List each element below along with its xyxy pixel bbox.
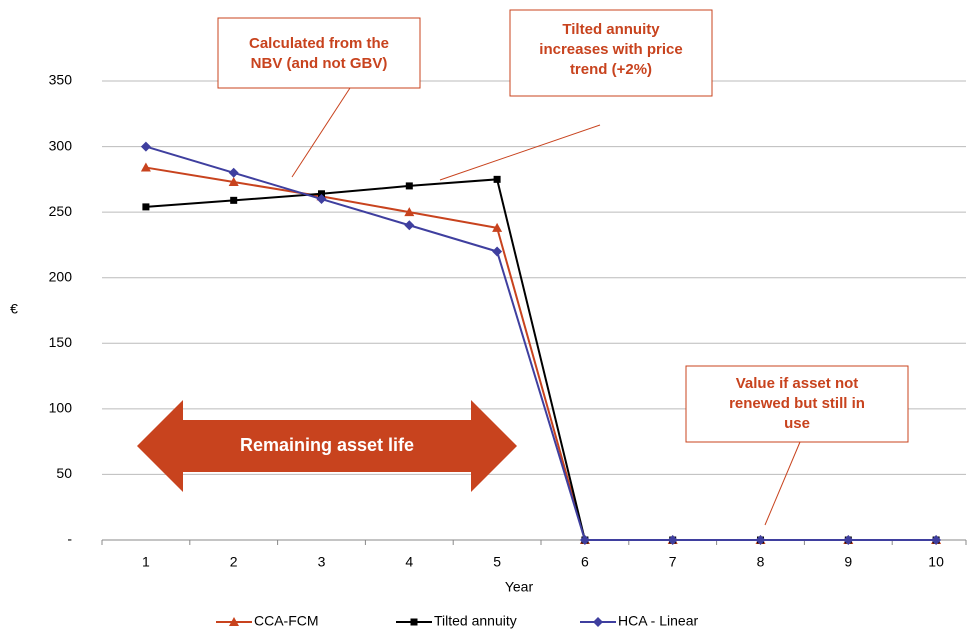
y-tick-label: 200	[49, 268, 73, 284]
marker	[492, 246, 503, 257]
legend-label: Tilted annuity	[434, 613, 517, 629]
marker	[410, 618, 418, 626]
x-tick-label: 10	[928, 554, 944, 570]
marker	[404, 220, 415, 231]
marker	[316, 194, 327, 205]
x-tick-label: 4	[405, 554, 413, 570]
annotation-text: NBV (and not GBV)	[251, 55, 388, 72]
callout-line	[291, 87, 351, 178]
marker	[228, 176, 239, 186]
x-tick-label: 3	[318, 554, 326, 570]
callout-line	[764, 441, 801, 526]
marker	[140, 162, 151, 172]
annotation-text: Tilted annuity	[562, 21, 660, 38]
annotation-box	[685, 365, 909, 443]
series-line	[145, 178, 937, 541]
y-tick-label: 250	[49, 203, 73, 219]
legend-label: CCA-FCM	[254, 613, 319, 629]
annotation-text: Value if asset not	[736, 375, 859, 392]
y-tick-label: 300	[49, 137, 73, 153]
annotation-text: use	[784, 415, 810, 432]
marker	[593, 617, 603, 627]
marker	[843, 535, 854, 545]
marker	[493, 175, 501, 183]
legend-label: HCA - Linear	[618, 613, 698, 629]
annotation-text: increases with price	[539, 41, 682, 58]
marker	[230, 196, 238, 204]
double-arrow	[137, 400, 517, 492]
marker	[229, 617, 239, 626]
x-tick-label: 5	[493, 554, 501, 570]
y-tick-label: -	[67, 531, 72, 547]
series-line	[145, 166, 937, 541]
marker	[140, 141, 151, 152]
x-tick-label: 9	[844, 554, 852, 570]
marker	[405, 182, 413, 190]
y-axis-title: €	[10, 301, 18, 317]
annotation-text: renewed but still in	[729, 395, 865, 412]
y-tick-label: 50	[56, 465, 72, 481]
marker	[755, 535, 766, 545]
x-tick-label: 8	[757, 554, 765, 570]
marker	[404, 207, 415, 217]
marker	[579, 535, 590, 545]
x-axis-title: Year	[505, 579, 534, 595]
x-tick-label: 6	[581, 554, 589, 570]
y-tick-label: 100	[49, 400, 73, 416]
arrow-text: Remaining asset life	[240, 435, 414, 455]
x-tick-label: 1	[142, 554, 150, 570]
annotation-box	[509, 9, 713, 97]
y-tick-label: 150	[49, 334, 73, 350]
y-tick-label: 350	[49, 72, 73, 88]
marker	[228, 167, 239, 178]
marker	[142, 203, 150, 211]
x-tick-label: 2	[230, 554, 238, 570]
callout-line	[439, 124, 601, 181]
marker	[492, 222, 503, 232]
marker	[931, 535, 942, 545]
annotation-text: trend (+2%)	[570, 61, 652, 78]
annotation-text: Calculated from the	[249, 35, 389, 52]
x-tick-label: 7	[669, 554, 677, 570]
annotation-box	[217, 17, 421, 89]
marker	[318, 190, 325, 198]
marker	[667, 535, 678, 545]
series-line	[145, 145, 937, 541]
